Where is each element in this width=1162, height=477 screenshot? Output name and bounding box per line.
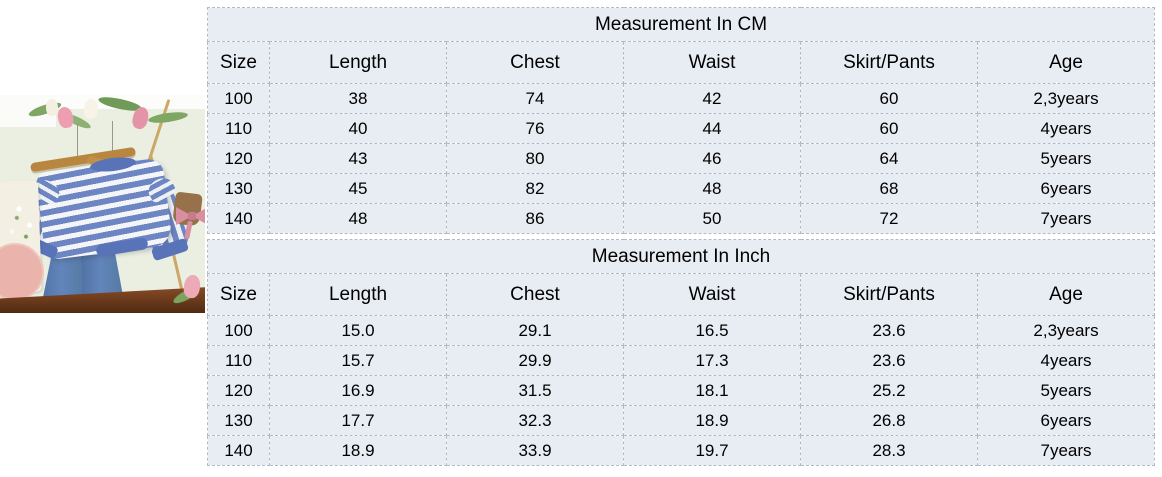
table-cell: 130	[207, 173, 270, 204]
table-cell: 23.6	[800, 315, 978, 346]
table-cell: 82	[446, 173, 624, 204]
gift-bow-icon	[188, 212, 196, 220]
column-header-waist: Waist	[623, 273, 801, 316]
measurement-inch-table: Measurement In Inch Size Length Chest Wa…	[207, 239, 1155, 466]
table-cell: 50	[623, 203, 801, 234]
table-cell: 120	[207, 375, 270, 406]
column-header-size: Size	[207, 41, 270, 84]
table-cell: 45	[269, 173, 447, 204]
table-cell: 17.3	[623, 345, 801, 376]
table-row: 110 15.7 29.9 17.3 23.6 4years	[207, 345, 1155, 376]
table-cell: 68	[800, 173, 978, 204]
table-title: Measurement In CM	[207, 7, 1155, 42]
table-row: 100 15.0 29.1 16.5 23.6 2,3years	[207, 315, 1155, 346]
table-cell: 29.1	[446, 315, 624, 346]
table-cell: 80	[446, 143, 624, 174]
column-header-chest: Chest	[446, 41, 624, 84]
hanger-string	[77, 123, 78, 159]
table-cell: 130	[207, 405, 270, 436]
table-cell: 15.0	[269, 315, 447, 346]
table-cell: 64	[800, 143, 978, 174]
table-cell: 15.7	[269, 345, 447, 376]
table-cell: 48	[269, 203, 447, 234]
table-cell: 19.7	[623, 435, 801, 466]
measurement-cm-table: Measurement In CM Size Length Chest Wais…	[207, 7, 1155, 234]
product-photo	[0, 95, 205, 313]
table-row: 110 40 76 44 60 4years	[207, 113, 1155, 144]
column-header-length: Length	[269, 273, 447, 316]
table-cell: 86	[446, 203, 624, 234]
table-cell: 32.3	[446, 405, 624, 436]
table-cell: 4years	[977, 113, 1155, 144]
table-cell: 74	[446, 83, 624, 114]
table-row: 140 18.9 33.9 19.7 28.3 7years	[207, 435, 1155, 466]
table-cell: 43	[269, 143, 447, 174]
table-cell: 29.9	[446, 345, 624, 376]
column-header-age: Age	[977, 273, 1155, 316]
table-cell: 5years	[977, 375, 1155, 406]
white-tulip-flower	[82, 98, 100, 120]
table-cell: 7years	[977, 203, 1155, 234]
gift-bow-icon	[176, 207, 192, 225]
table-cell: 46	[623, 143, 801, 174]
table-cell: 18.9	[623, 405, 801, 436]
table-cell: 38	[269, 83, 447, 114]
table-cell: 60	[800, 83, 978, 114]
table-row: 130 17.7 32.3 18.9 26.8 6years	[207, 405, 1155, 436]
pink-tulip-flower	[55, 105, 76, 130]
table-cell: 6years	[977, 405, 1155, 436]
table-cell: 18.1	[623, 375, 801, 406]
table-cell: 28.3	[800, 435, 978, 466]
table-cell: 120	[207, 143, 270, 174]
table-cell: 23.6	[800, 345, 978, 376]
table-cell: 140	[207, 435, 270, 466]
table-cell: 16.9	[269, 375, 447, 406]
table-cell: 100	[207, 83, 270, 114]
table-cell: 16.5	[623, 315, 801, 346]
table-cell: 33.9	[446, 435, 624, 466]
column-header-skirt-pants: Skirt/Pants	[800, 273, 978, 316]
table-row: 140 48 86 50 72 7years	[207, 203, 1155, 234]
table-cell: 110	[207, 345, 270, 376]
table-row: 130 45 82 48 68 6years	[207, 173, 1155, 204]
table-cell: 4years	[977, 345, 1155, 376]
table-cell: 110	[207, 113, 270, 144]
table-cell: 76	[446, 113, 624, 144]
table-cell: 5years	[977, 143, 1155, 174]
table-cell: 48	[623, 173, 801, 204]
column-header-chest: Chest	[446, 273, 624, 316]
table-title: Measurement In Inch	[207, 239, 1155, 274]
column-header-age: Age	[977, 41, 1155, 84]
table-cell: 31.5	[446, 375, 624, 406]
header-row: Size Length Chest Waist Skirt/Pants Age	[207, 273, 1155, 316]
table-cell: 6years	[977, 173, 1155, 204]
table-cell: 40	[269, 113, 447, 144]
table-cell: 44	[623, 113, 801, 144]
column-header-skirt-pants: Skirt/Pants	[800, 41, 978, 84]
table-cell: 25.2	[800, 375, 978, 406]
table-cell: 72	[800, 203, 978, 234]
hanger-string	[112, 121, 113, 159]
table-cell: 26.8	[800, 405, 978, 436]
leaf-decoration	[147, 110, 189, 125]
table-row: 120 16.9 31.5 18.1 25.2 5years	[207, 375, 1155, 406]
column-header-size: Size	[207, 273, 270, 316]
table-cell: 42	[623, 83, 801, 114]
table-cell: 2,3years	[977, 315, 1155, 346]
table-cell: 18.9	[269, 435, 447, 466]
table-cell: 60	[800, 113, 978, 144]
table-cell: 100	[207, 315, 270, 346]
gift-bow-icon	[192, 207, 205, 225]
column-header-length: Length	[269, 41, 447, 84]
header-row: Size Length Chest Waist Skirt/Pants Age	[207, 41, 1155, 84]
table-cell: 7years	[977, 435, 1155, 466]
table-cell: 140	[207, 203, 270, 234]
white-tulip-flower	[45, 98, 59, 117]
table-row: 100 38 74 42 60 2,3years	[207, 83, 1155, 114]
column-header-waist: Waist	[623, 41, 801, 84]
table-cell: 2,3years	[977, 83, 1155, 114]
table-row: 120 43 80 46 64 5years	[207, 143, 1155, 174]
table-cell: 17.7	[269, 405, 447, 436]
